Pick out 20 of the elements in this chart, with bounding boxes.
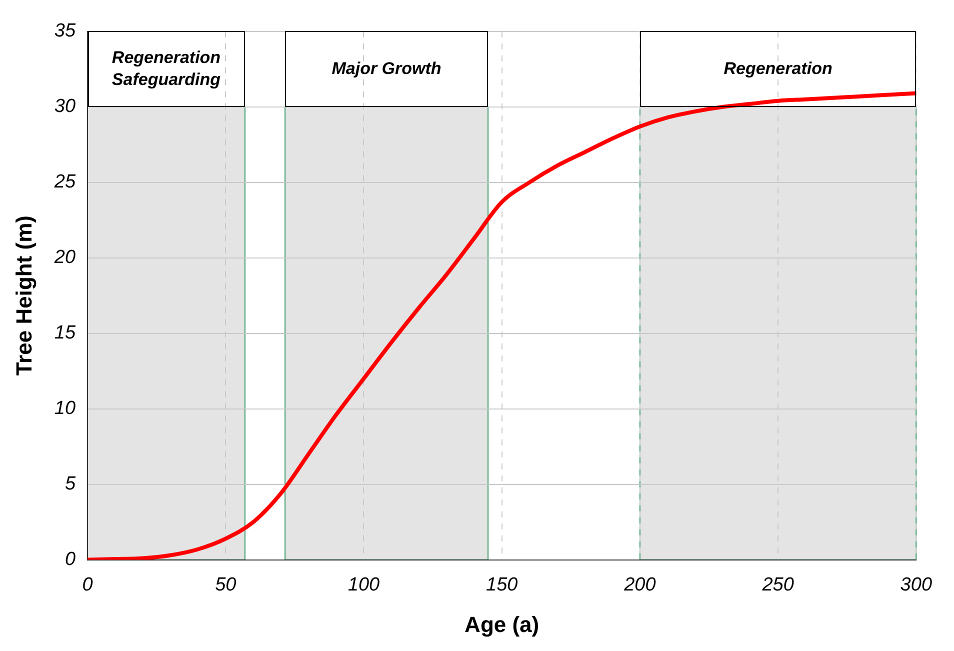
- x-tick-label: 50: [215, 574, 237, 596]
- x-tick-label: 200: [623, 574, 656, 596]
- y-tick-label: 25: [53, 172, 76, 193]
- y-axis-title: Tree Height (m): [11, 216, 36, 376]
- band-label: Regeneration: [724, 58, 832, 80]
- band-label: Regeneration Safeguarding: [110, 47, 222, 92]
- y-tick-label: 30: [54, 96, 76, 118]
- x-tick-label: 150: [486, 574, 518, 596]
- x-tick-label: 250: [761, 574, 794, 596]
- x-tick-label: 100: [348, 574, 380, 596]
- y-tick-label: 35: [54, 20, 76, 42]
- x-tick-label: 300: [900, 574, 932, 596]
- y-tick-label: 10: [54, 398, 76, 420]
- y-tick-label: 15: [54, 322, 76, 344]
- y-tick-label: 5: [64, 474, 76, 495]
- y-tick-label: 0: [64, 549, 76, 570]
- x-tick-label: 0: [82, 574, 94, 596]
- y-tick-label: 20: [53, 247, 76, 268]
- x-axis-title: Age (a): [464, 612, 540, 637]
- band-label: Major Growth: [332, 58, 442, 80]
